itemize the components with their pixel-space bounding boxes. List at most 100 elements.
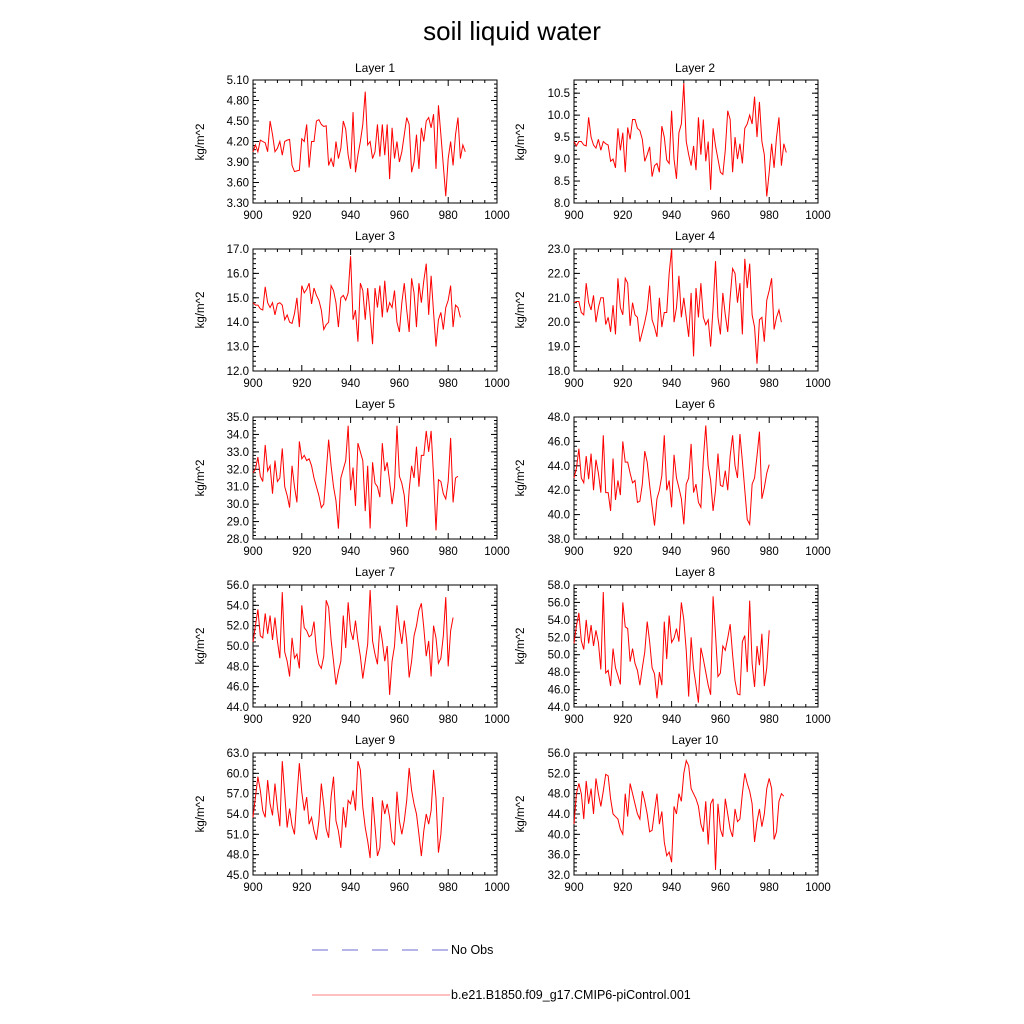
plot-area: 900 920 940 960 980 1000 32.0 36.0 40.0 44.0 48.0 5… [548,748,831,894]
y-tick-label: 30.0 [227,499,249,511]
x-tick-label: 980 [439,210,458,222]
x-tick-label: 920 [292,882,311,894]
series-line [252,425,459,531]
y-tick-label: 14.0 [227,317,249,329]
x-tick-label: 1000 [805,882,831,894]
y-axis-label: kg/m^2 [195,292,207,329]
y-axis-label: kg/m^2 [195,796,207,833]
y-tick-label: 48.0 [548,789,570,801]
y-tick-label: 63.0 [227,748,249,760]
panel-title: Layer 10 [672,733,719,747]
x-tick-label: 920 [613,210,632,222]
y-tick-label: 16.0 [227,268,249,280]
y-axis-label: kg/m^2 [515,292,527,329]
x-tick-label: 1000 [484,378,510,390]
x-tick-label: 920 [613,378,632,390]
x-tick-label: 960 [711,882,730,894]
x-tick-label: 1000 [805,210,831,222]
legend-label-no-obs: No Obs [451,943,493,957]
x-tick-label: 980 [439,546,458,558]
x-tick-label: 1000 [805,546,831,558]
x-tick-label: 1000 [484,546,510,558]
y-tick-label: 32.0 [548,870,570,882]
x-tick-label: 920 [613,714,632,726]
y-tick-label: 52.0 [548,768,570,780]
y-tick-label: 4.80 [227,96,249,108]
panel-title: Layer 1 [355,61,395,75]
y-tick-label: 4.50 [227,116,249,128]
panel-title: Layer 6 [675,397,715,411]
x-tick-label: 900 [564,378,583,390]
plot-frame [252,752,498,876]
plot-frame [573,248,819,372]
y-tick-label: 50.0 [227,641,249,653]
y-tick-label: 56.0 [227,580,249,592]
figure-title: soil liquid water [423,16,601,46]
panel-layer-1: Layer 1 kg/m^2 900 920 940 960 980 1000 3.30 3.… [195,61,510,222]
x-tick-label: 1000 [805,714,831,726]
y-tick-label: 8.5 [554,176,570,188]
panel-title: Layer 8 [675,565,715,579]
panel-layer-10: Layer 10 kg/m^2 900 920 940 960 980 1000 32.0 3… [515,733,831,894]
series-line [573,83,787,197]
plot-frame [252,248,498,372]
x-tick-label: 900 [564,546,583,558]
x-tick-label: 1000 [805,378,831,390]
x-tick-label: 980 [439,378,458,390]
y-tick-label: 15.0 [227,293,249,305]
y-tick-label: 52.0 [548,632,570,644]
series-line [573,591,770,703]
y-tick-label: 54.0 [548,615,570,627]
y-tick-label: 56.0 [548,748,570,760]
x-tick-label: 960 [711,210,730,222]
x-tick-label: 900 [564,882,583,894]
plot-area: 900 920 940 960 980 1000 28.0 29.0 30.0 31.0 32.0 3… [227,412,510,558]
y-tick-label: 40.0 [548,829,570,841]
series-line [573,425,770,527]
x-tick-label: 900 [243,882,262,894]
y-tick-label: 60.0 [227,768,249,780]
plot-area: 900 920 940 960 980 1000 18.0 19.0 20.0 21.0 22.0 2… [548,244,831,390]
plot-area: 900 920 940 960 980 1000 44.0 46.0 48.0 50.0 52.0 5… [548,580,831,726]
panel-layer-2: Layer 2 kg/m^2 900 920 940 960 980 1000 8.0 8.5… [515,61,831,222]
panel-title: Layer 7 [355,565,395,579]
plot-frame [252,584,498,708]
plot-area: 900 920 940 960 980 1000 8.0 8.5 9.0 9.5 10.0 10.5 [548,79,831,222]
y-tick-label: 44.0 [548,809,570,821]
y-tick-label: 10.0 [548,110,570,122]
y-tick-label: 33.0 [227,447,249,459]
plot-area: 900 920 940 960 980 1000 45.0 48.0 51.0 54.0 57.0 6… [227,748,510,894]
y-tick-label: 18.0 [548,366,570,378]
y-tick-label: 46.0 [548,685,570,697]
plot-frame [573,416,819,540]
x-tick-label: 940 [341,882,360,894]
y-tick-label: 44.0 [227,702,249,714]
y-axis-label: kg/m^2 [195,124,207,161]
series-line [252,256,461,347]
y-tick-label: 9.5 [554,132,570,144]
panel-title: Layer 5 [355,397,395,411]
series-line [573,759,785,870]
y-tick-label: 28.0 [227,534,249,546]
y-tick-label: 46.0 [548,436,570,448]
plot-area: 900 920 940 960 980 1000 38.0 40.0 42.0 44.0 46.0 4… [548,412,831,558]
x-tick-label: 960 [390,882,409,894]
y-tick-label: 48.0 [227,850,249,862]
x-tick-label: 940 [662,882,681,894]
y-tick-label: 48.0 [548,667,570,679]
x-tick-label: 920 [292,714,311,726]
x-tick-label: 940 [341,714,360,726]
panel-title: Layer 3 [355,229,395,243]
y-tick-label: 58.0 [548,580,570,592]
plot-frame [573,752,819,876]
legend: No Obs b.e21.B1850.f09_g17.CMIP6-piContr… [312,943,691,1002]
y-tick-label: 4.20 [227,137,249,149]
x-tick-label: 920 [613,882,632,894]
y-tick-label: 44.0 [548,702,570,714]
x-tick-label: 920 [613,546,632,558]
y-tick-label: 9.0 [554,154,570,166]
plot-frame [252,416,498,540]
x-tick-label: 940 [662,210,681,222]
y-tick-label: 31.0 [227,482,249,494]
y-tick-label: 57.0 [227,789,249,801]
